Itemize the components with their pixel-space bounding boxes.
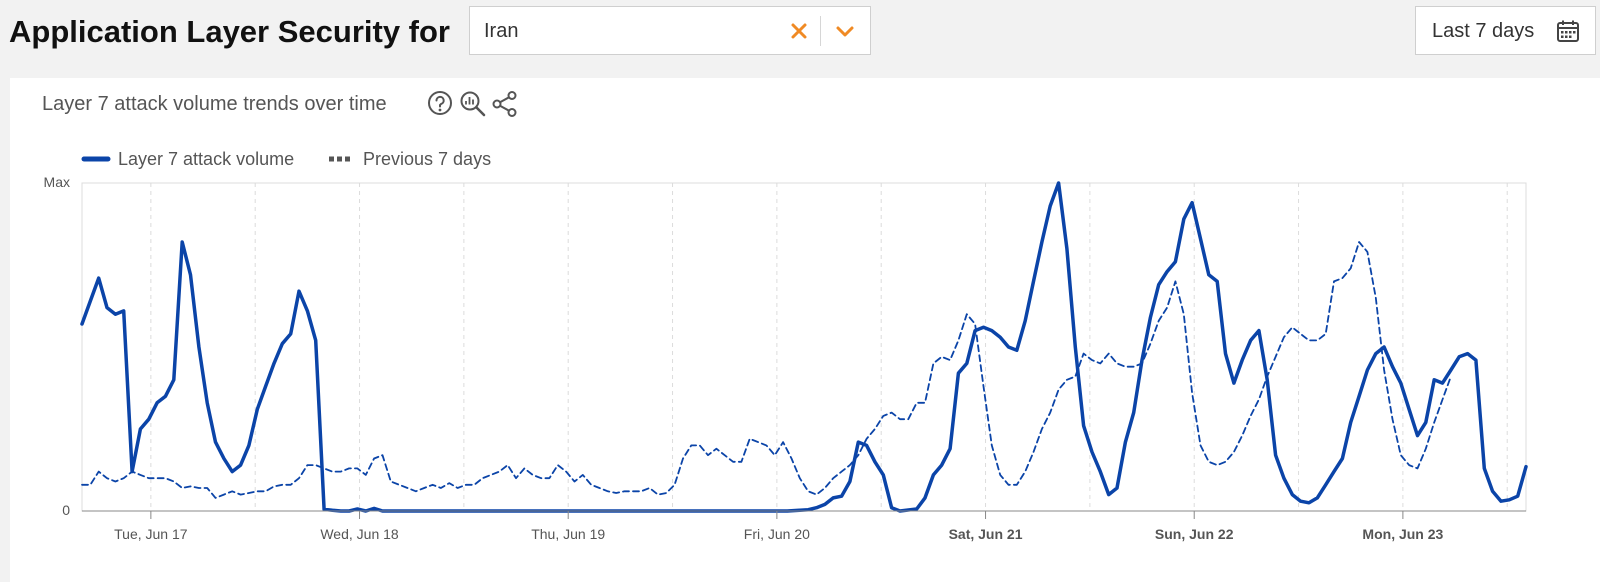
legend-label-current: Layer 7 attack volume xyxy=(118,149,294,169)
page-title: Application Layer Security for xyxy=(9,14,450,49)
calendar-icon xyxy=(1556,19,1580,43)
x-tick-label: Sun, Jun 22 xyxy=(1155,526,1234,542)
help-icon[interactable] xyxy=(427,90,455,118)
plot-area xyxy=(81,182,1527,512)
legend-item-previous[interactable]: Previous 7 days xyxy=(329,149,491,169)
top-bar: Application Layer Security for Iran Last… xyxy=(0,0,1600,78)
location-select[interactable]: Iran xyxy=(469,6,871,55)
x-tick-label: Sat, Jun 21 xyxy=(949,526,1023,542)
x-tick-label: Fri, Jun 20 xyxy=(744,526,810,542)
location-select-value: Iran xyxy=(484,20,519,42)
select-divider xyxy=(820,16,821,46)
legend-label-previous: Previous 7 days xyxy=(363,149,491,169)
chart-grid xyxy=(150,183,1508,511)
chevron-down-icon[interactable] xyxy=(825,15,865,47)
x-tick-label: Tue, Jun 17 xyxy=(114,526,188,542)
chart-legend: Layer 7 attack volume Previous 7 days xyxy=(81,149,491,169)
legend-item-current[interactable]: Layer 7 attack volume xyxy=(81,149,294,169)
chart-subtitle: Layer 7 attack volume trends over time xyxy=(42,93,387,115)
chart-series xyxy=(80,181,1528,513)
close-icon[interactable] xyxy=(782,15,816,47)
line-chart: Tue, Jun 17 Wed, Jun 18 Thu, Jun 19 Fri, Ju… xyxy=(44,149,1528,542)
share-icon[interactable] xyxy=(491,90,519,118)
x-tick-label: Thu, Jun 19 xyxy=(531,526,605,542)
y-tick-label-zero: 0 xyxy=(62,502,70,518)
date-range-label: Last 7 days xyxy=(1432,20,1535,42)
series-line-previous[interactable] xyxy=(81,241,1452,499)
x-tick-label: Mon, Jun 23 xyxy=(1362,526,1443,542)
y-tick-label-max: Max xyxy=(44,174,70,190)
zoom-icon[interactable] xyxy=(459,90,487,118)
series-line-current[interactable] xyxy=(80,181,1528,513)
x-tick-label: Wed, Jun 18 xyxy=(320,526,399,542)
date-range-button[interactable]: Last 7 days xyxy=(1415,6,1596,55)
chart-axes: Tue, Jun 17 Wed, Jun 18 Thu, Jun 19 Fri, Ju… xyxy=(44,174,1526,542)
chart-card: Layer 7 attack volume trends over time xyxy=(10,78,1600,582)
